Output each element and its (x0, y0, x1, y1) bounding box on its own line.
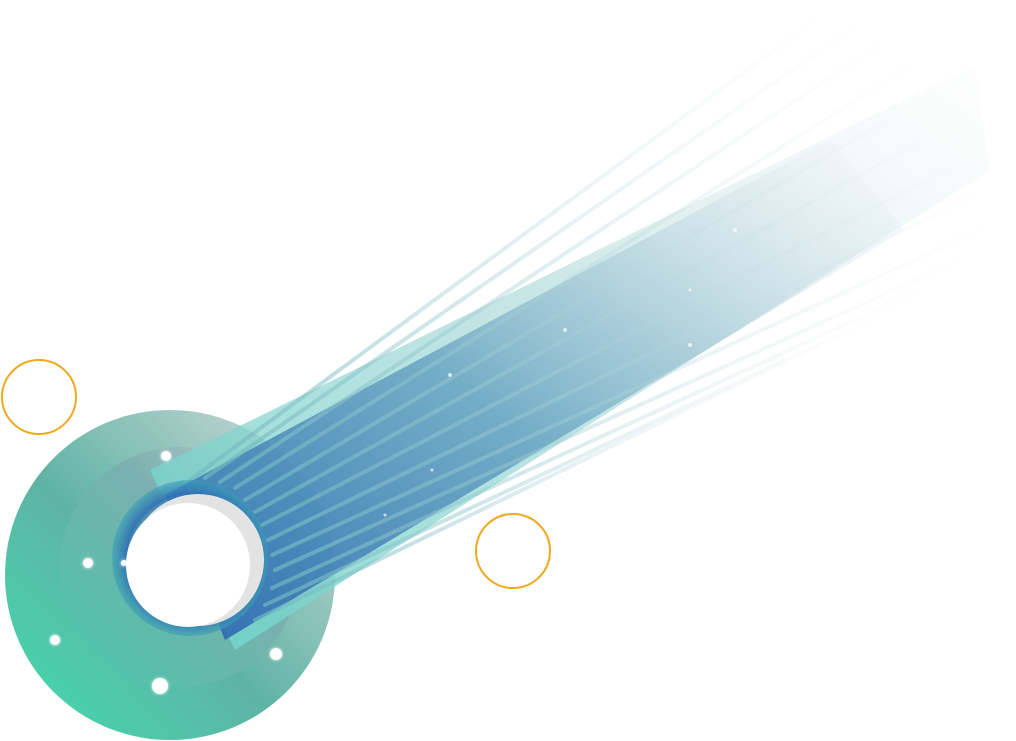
comet-streak-lines (188, 18, 982, 622)
sparkle-dot (121, 560, 127, 566)
sparkle-dots (50, 451, 282, 694)
sparkle-dot (161, 451, 171, 461)
comet-beam-core (165, 140, 905, 640)
beam-particles (383, 188, 737, 517)
sparkle-dot (270, 648, 282, 660)
sparkle-dot (50, 635, 60, 645)
sparkle-dot (83, 558, 93, 568)
sparkle-dot (152, 678, 168, 694)
orbit-circle-right (475, 513, 551, 589)
orbit-circle-left (1, 359, 77, 435)
ring-hole (126, 503, 250, 627)
